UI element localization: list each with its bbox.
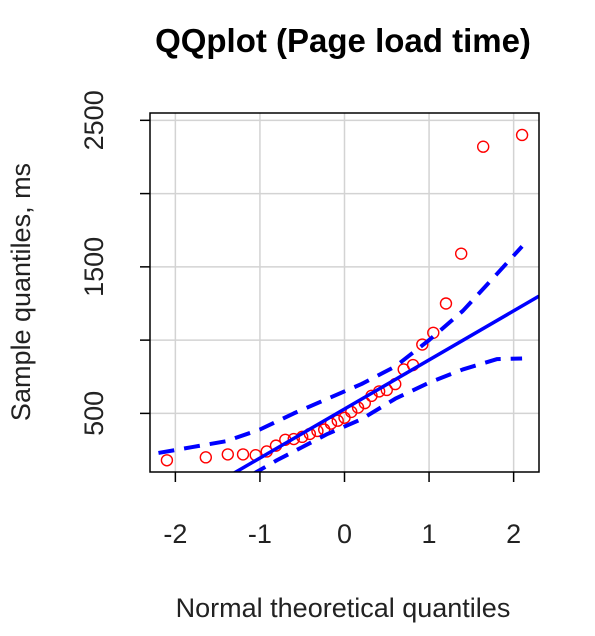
chart-title: QQplot (Page load time) [155,22,531,59]
confidence-envelope-lower [252,356,523,472]
x-tick-label: 1 [422,519,437,549]
data-point [221,448,235,461]
plot-marks [158,128,539,472]
confidence-envelope-upper [158,244,524,455]
data-point [515,128,529,142]
y-tick-label: 2500 [79,90,109,150]
x-axis-label: Normal theoretical quantiles [176,593,511,623]
y-tick-label: 1500 [79,237,109,297]
x-tick-label: -2 [163,519,187,549]
data-point [439,297,453,310]
x-tick-label: 0 [337,519,352,549]
data-point [160,454,174,467]
data-point [416,338,429,351]
data-point [199,451,213,464]
qq-reference-line [232,294,539,472]
data-point [476,140,490,153]
y-tick-label: 500 [79,391,109,436]
data-point [455,247,468,260]
data-point [287,432,300,446]
x-tick-label: -1 [248,519,272,549]
data-point [236,448,250,461]
x-tick-label: 2 [506,519,521,549]
y-axis-label: Sample quantiles, ms [6,163,36,421]
data-point [331,414,344,427]
grid [150,113,539,472]
